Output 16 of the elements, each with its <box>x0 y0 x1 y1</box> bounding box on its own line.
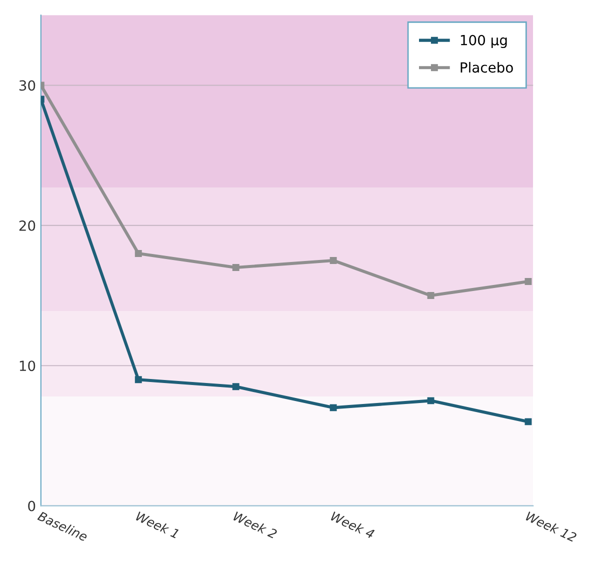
y-tick-label: 30 <box>19 80 36 91</box>
legend-label: 100 µg <box>460 34 507 48</box>
y-tick-label: 0 <box>28 500 36 512</box>
point <box>330 257 337 264</box>
point <box>232 264 240 271</box>
y-tick-label: 20 <box>19 220 36 231</box>
point <box>134 376 142 384</box>
point <box>427 292 434 300</box>
point <box>330 404 337 412</box>
legend-label: Placebo <box>460 62 513 73</box>
y-tick-label: 10 <box>20 360 36 372</box>
point <box>524 278 532 285</box>
point <box>232 383 240 390</box>
point <box>427 397 434 404</box>
point <box>134 250 142 257</box>
point <box>524 418 532 426</box>
